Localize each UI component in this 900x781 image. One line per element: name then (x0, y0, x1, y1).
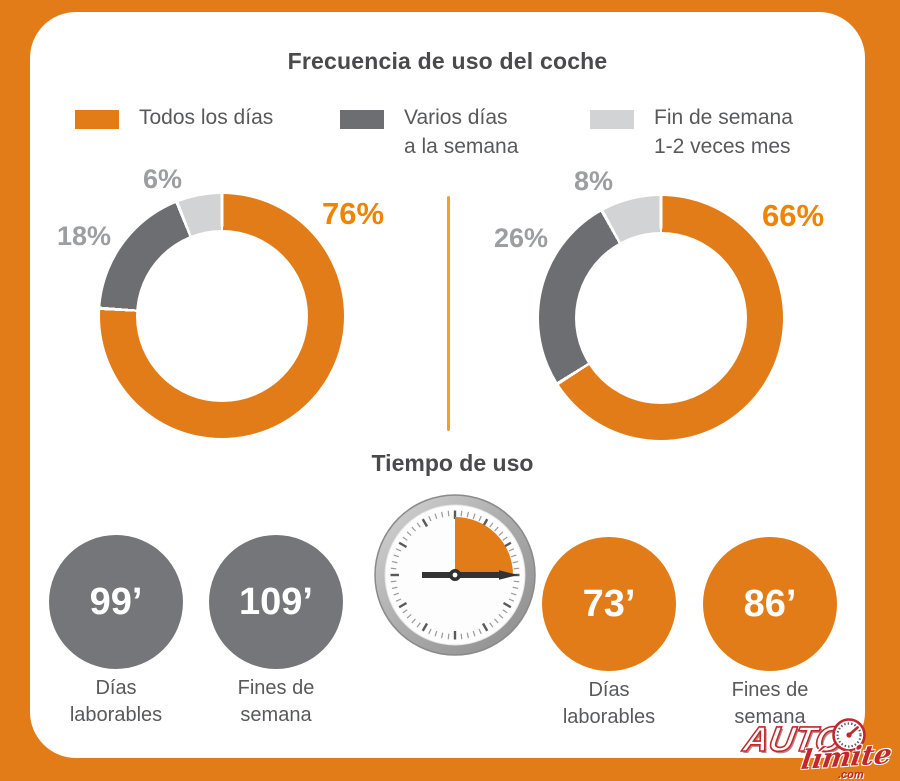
legend-label-line1: Fin de semana (654, 106, 793, 129)
stat-label-weekend-orange: Fines de semana (680, 677, 860, 731)
donut-hole (136, 230, 308, 402)
pct-label-left-orange: 76% (322, 196, 385, 231)
legend-swatch-orange (75, 110, 119, 129)
clock-quarter-sector (455, 517, 513, 575)
stat-label-line1: Fines de (731, 679, 809, 701)
logo-tld-text: .com (838, 769, 864, 781)
pct-label-left-lightgray: 6% (143, 164, 183, 194)
pct-label-right-orange: 66% (762, 198, 825, 233)
stat-label-line2: semana (240, 704, 312, 726)
pct-label-left-darkgray: 18% (57, 221, 112, 251)
stat-label-line1: Días (95, 677, 137, 699)
stat-label-line1: Días (588, 679, 630, 701)
vertical-divider (447, 196, 450, 431)
legend-label: Todos los días (139, 106, 274, 129)
stat-label-weekdays-orange: Días laborables (519, 677, 699, 731)
clock-pivot-center (452, 572, 458, 578)
stat-circle-weekdays-gray: 99’ (49, 535, 183, 669)
stat-circle-weekend-orange: 86’ (703, 537, 837, 671)
stat-circle-weekend-gray: 109’ (209, 535, 343, 669)
stopwatch-icon (374, 494, 536, 656)
stat-label-weekdays-gray: Días laborables (26, 675, 206, 729)
donut-chart-left (100, 194, 344, 438)
legend-label-line2: 1-2 veces mes (654, 135, 791, 158)
stat-label-line1: Fines de (237, 677, 315, 699)
legend-swatch-dark-gray (340, 110, 384, 129)
stat-label-weekend-gray: Fines de semana (186, 675, 366, 729)
stat-label-line2: semana (734, 706, 806, 728)
legend-swatch-light-gray (590, 110, 634, 129)
legend-label-line2: a la semana (404, 135, 519, 158)
pct-label-right-darkgray: 26% (494, 223, 549, 253)
donut-chart-right (539, 196, 783, 440)
donut-hole (575, 232, 747, 404)
chart-title: Frecuencia de uso del coche (287, 48, 608, 74)
stat-circle-weekdays-orange: 73’ (542, 537, 676, 671)
speedometer-o-icon (832, 718, 866, 752)
stat-label-line2: laborables (562, 706, 656, 728)
stat-value: 86’ (743, 582, 797, 625)
legend-label-line1: Varios días (404, 106, 508, 129)
stat-label-line2: laborables (69, 704, 163, 726)
stat-value: 109’ (239, 580, 313, 623)
section-title-tiempo-de-uso: Tiempo de uso (371, 450, 534, 476)
clock-hand (422, 570, 518, 580)
pct-label-right-lightgray: 8% (574, 166, 614, 196)
stat-value: 99’ (89, 580, 143, 623)
autolimite-watermark-logo: AUTO límite .com (740, 712, 898, 781)
stat-value: 73’ (582, 582, 636, 625)
